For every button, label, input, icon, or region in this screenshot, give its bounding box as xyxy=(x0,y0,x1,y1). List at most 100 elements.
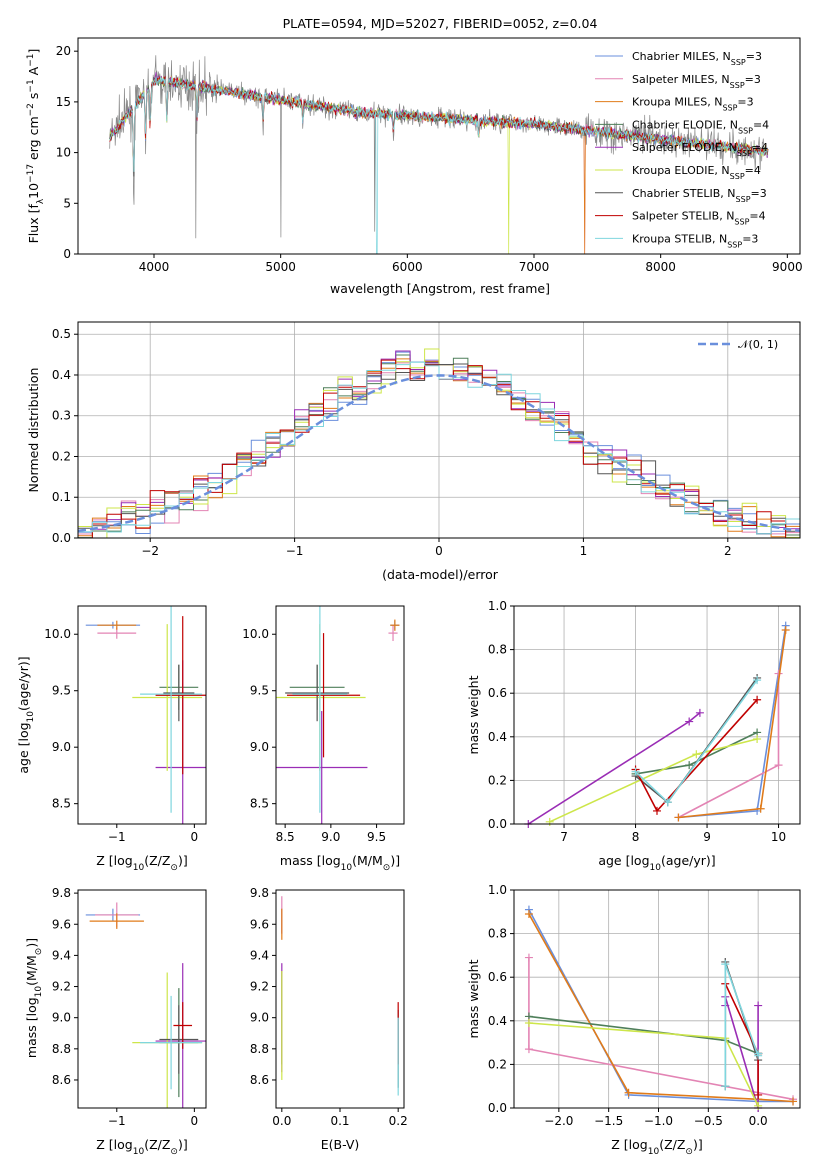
tick-label-y: 15 xyxy=(56,95,71,109)
marker-7 xyxy=(653,806,661,815)
tick-label-y: 0.6 xyxy=(488,970,507,984)
label-part: ⊙ xyxy=(170,863,178,873)
label-part: λ xyxy=(36,198,46,204)
y-axis-label: mass weight xyxy=(466,959,481,1038)
x-axis-label: Z [log10(Z/Z⊙)] xyxy=(611,1137,702,1157)
x-axis-label: wavelength [Angstrom, rest frame] xyxy=(330,281,550,296)
axes-frame xyxy=(77,605,207,825)
tick-label-y: 10 xyxy=(56,146,71,160)
tick-label-x: 4000 xyxy=(139,260,170,274)
series-6 xyxy=(724,961,759,1087)
legend-entry-normal: 𝒩(0, 1) xyxy=(738,338,778,351)
label-part: mass weight xyxy=(466,675,481,754)
tick-label-y: 9.5 xyxy=(52,684,71,698)
legend-sub: SSP xyxy=(736,194,751,203)
legend-sub: SSP xyxy=(730,172,745,181)
marker-7 xyxy=(753,695,762,704)
tick-label-y: 9.8 xyxy=(52,886,71,900)
label-part: age [log xyxy=(598,853,649,868)
axes: 8.5 9.0 9.5 8.5 9.0 9.5 10.0 mass [log10(M/M⊙)] xyxy=(242,605,405,873)
tick-label-x: −0.5 xyxy=(694,1114,723,1128)
legend-sub: SSP xyxy=(734,217,749,226)
marker-2 xyxy=(624,1088,633,1097)
label-part: mass weight xyxy=(466,959,481,1038)
label-part: (age/yr)] xyxy=(661,853,716,868)
label-part: Normed distribution xyxy=(26,368,41,493)
legend-n: =3 xyxy=(746,50,762,63)
x-axis-label: Z [log10(Z/Z⊙)] xyxy=(96,1137,187,1157)
tick-label-x: 0.0 xyxy=(749,1114,768,1128)
tick-label-y: 1.0 xyxy=(488,599,507,613)
axes: −1 08.59.09.510.0Z [log10(Z/Z⊙)]age [log1… xyxy=(16,605,207,873)
tick-label-y: 0.2 xyxy=(488,1057,507,1071)
tick-label-y: 0.0 xyxy=(488,817,507,831)
series-6 xyxy=(634,677,758,804)
axes-frame xyxy=(77,37,801,255)
marker-8 xyxy=(663,798,672,807)
legend-entry-1: Salpeter MILES, NSSP=3 xyxy=(632,73,761,90)
axes: −2.0 −1.5 −1.0 −0.5 0.0 0.0 0.2 0.4 0.6 0.8 1.0 Z [… xyxy=(466,883,801,1157)
marker-5 xyxy=(753,734,762,743)
tick-label-x: 8 xyxy=(632,830,640,844)
tick-label-y: 0.3 xyxy=(52,409,71,423)
legend-entry-0: Chabrier MILES, NSSP=3 xyxy=(632,50,762,67)
legend-text: Kroupa STELIB, N xyxy=(632,232,727,245)
label-part: −1 xyxy=(26,79,36,92)
y-axis-label: mass [log10(M/M⊙)] xyxy=(24,938,44,1058)
legend-text: Kroupa ELODIE, N xyxy=(632,164,730,177)
tick-label-y: 0.4 xyxy=(488,730,507,744)
legend-n: =4 xyxy=(753,118,769,131)
axes: 0.0 0.1 0.2 8.6 8.8 9.0 9.2 9.4 9.6 9.8 E(B-V) xyxy=(250,886,408,1152)
tick-label-y: 9.4 xyxy=(52,948,71,962)
tick-label-y: 8.6 xyxy=(52,1073,71,1087)
legend-sub: SSP xyxy=(722,103,737,112)
series-4 xyxy=(527,712,701,824)
tick-label-x: 8000 xyxy=(645,260,676,274)
tick-label-x: 0 xyxy=(191,1114,199,1128)
label-part: (Z/Z xyxy=(144,1137,170,1152)
x-axis-label: Z [log10(Z/Z⊙)] xyxy=(96,853,187,873)
label-part: )] xyxy=(693,1137,703,1152)
tick-label-y: 0.2 xyxy=(488,773,507,787)
tick-label-x: 9.5 xyxy=(367,830,386,844)
axes-frame xyxy=(77,321,801,539)
tick-label-x: 9000 xyxy=(772,260,803,274)
x-axis-label: age [log10(age/yr)] xyxy=(598,853,715,873)
legend-text: Kroupa MILES, N xyxy=(632,96,722,109)
tick-label-y: 8.5 xyxy=(250,797,269,811)
legend-entry-6: Chabrier STELIB, NSSP=3 xyxy=(632,187,767,204)
legend-entry-2: Kroupa MILES, NSSP=3 xyxy=(632,96,754,113)
tick-label-x: 9.0 xyxy=(321,830,340,844)
tick-label-x: 2 xyxy=(724,544,732,558)
x-axis-label: (data-model)/error xyxy=(382,567,499,582)
label-part: ⊙ xyxy=(685,1147,693,1157)
marker-8 xyxy=(753,676,762,685)
tick-label-y: 9.6 xyxy=(250,917,269,931)
label-part: 10 xyxy=(26,711,36,723)
tick-label-x: 0 xyxy=(435,544,443,558)
marker-7 xyxy=(754,1090,763,1099)
axes: 4000 5000 6000 7000 8000 9000 0 5 10 15 20 PLATE=05… xyxy=(26,16,803,296)
series-1 xyxy=(528,957,794,1101)
label-part: (age/yr)] xyxy=(16,656,31,711)
tick-label-y: 8.8 xyxy=(52,1042,71,1056)
tick-label-x: −1 xyxy=(108,1114,126,1128)
label-part: 10 xyxy=(34,986,44,998)
legend-n: =4 xyxy=(752,141,768,154)
label-part: A xyxy=(26,66,41,79)
x-axis-label: mass [log10(M/M⊙)] xyxy=(280,853,400,873)
marker-8 xyxy=(754,1049,763,1058)
tick-label-x: 6000 xyxy=(392,260,423,274)
label-part: )] xyxy=(24,938,39,948)
label-part: Z [log xyxy=(611,1137,647,1152)
axes: −2 −1 0 1 2 0.0 0.1 0.2 0.3 0.4 0.5 (data-model)/er… xyxy=(26,321,801,582)
tick-label-x: −1.0 xyxy=(644,1114,673,1128)
marker-2 xyxy=(524,909,533,918)
tick-label-x: 7 xyxy=(560,830,568,844)
tick-label-y: 8.8 xyxy=(250,1042,269,1056)
legend-text: Salpeter STELIB, N xyxy=(632,210,734,223)
tick-label-y: 9.6 xyxy=(52,917,71,931)
legend-text: Salpeter MILES, N xyxy=(632,73,730,86)
label-part: −17 xyxy=(26,164,36,183)
